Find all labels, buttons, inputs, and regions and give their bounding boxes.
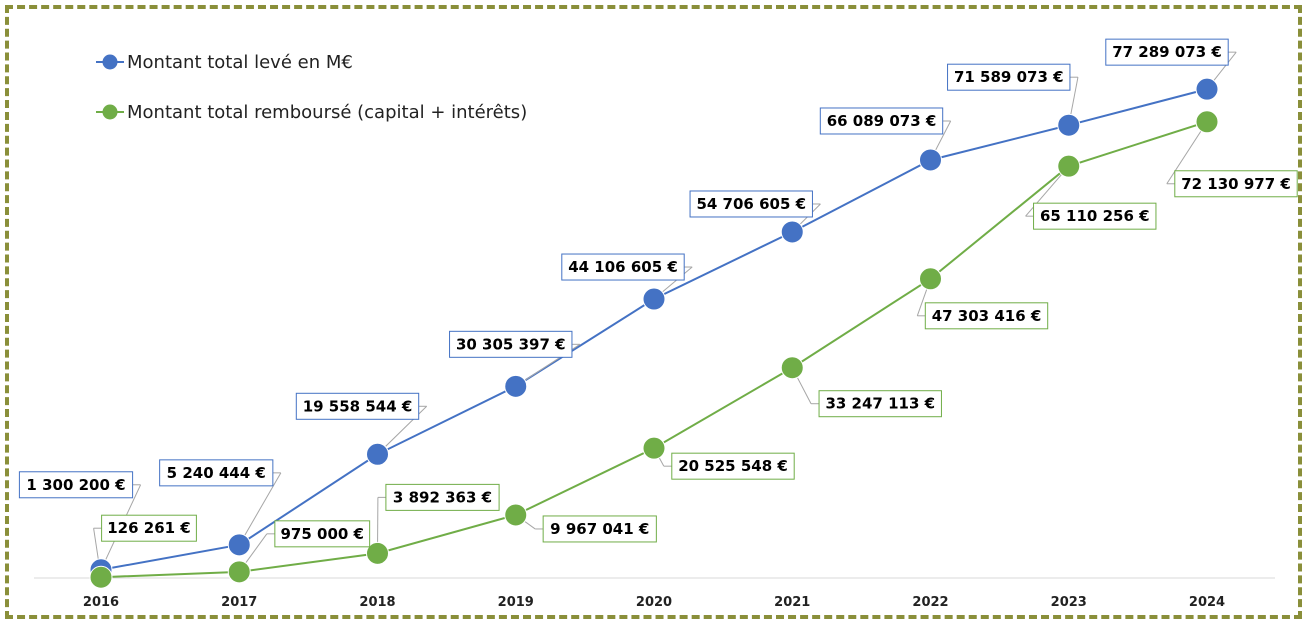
x-tick-label: 2016: [83, 595, 119, 610]
leader-line: [238, 472, 282, 546]
data-label: 9 967 041 €: [550, 520, 649, 538]
data-label-box: [1105, 38, 1229, 66]
data-label-box: [924, 302, 1049, 330]
x-tick-label: 2020: [636, 595, 672, 610]
data-label: 1 300 200 €: [26, 476, 125, 494]
data-label: 3 892 363 €: [393, 488, 492, 506]
data-point-2: [227, 560, 251, 584]
data-label: 30 305 397 €: [456, 335, 566, 353]
x-tick-label: 2017: [221, 595, 257, 610]
data-point-2: [1195, 110, 1219, 134]
data-point-2: [642, 436, 666, 460]
data-label: 33 247 113 €: [825, 395, 935, 413]
data-point-1: [1057, 113, 1081, 137]
data-point-1: [1195, 77, 1219, 101]
legend-entry: Montant total remboursé (capital + intér…: [127, 102, 527, 123]
data-label: 47 303 416 €: [932, 307, 1042, 325]
data-label-box: [274, 520, 371, 548]
data-label-box: [449, 330, 573, 358]
x-tick-label: 2018: [359, 595, 395, 610]
data-label-box: [1033, 202, 1157, 230]
data-label-box: [1174, 170, 1298, 198]
data-label: 66 089 073 €: [827, 112, 937, 130]
data-point-2: [504, 503, 528, 527]
data-label: 20 525 548 €: [678, 457, 788, 475]
data-label-box: [18, 471, 134, 499]
data-label: 975 000 €: [280, 525, 364, 543]
x-tick-label: 2019: [498, 595, 534, 610]
data-label-box: [947, 63, 1071, 91]
data-point-2: [1057, 154, 1081, 178]
data-label: 5 240 444 €: [167, 464, 266, 482]
data-label: 71 589 073 €: [954, 68, 1064, 86]
data-point-2: [919, 267, 942, 291]
data-label-box: [101, 514, 197, 542]
data-label: 72 130 977 €: [1181, 175, 1291, 193]
legend-marker: [102, 54, 118, 70]
data-label: 126 261 €: [107, 519, 191, 537]
data-point-1: [919, 148, 942, 172]
data-point-1: [780, 220, 804, 244]
data-point-1: [504, 374, 528, 398]
data-label-box: [671, 452, 795, 480]
data-point-2: [780, 356, 804, 380]
data-label-box: [159, 459, 274, 487]
data-label-box: [561, 253, 685, 281]
data-label: 77 289 073 €: [1112, 43, 1222, 61]
data-label: 65 110 256 €: [1040, 207, 1150, 225]
data-point-1: [642, 287, 666, 311]
x-tick-label: 2022: [912, 595, 948, 610]
leader-line: [1166, 121, 1208, 185]
data-label-box: [819, 107, 944, 135]
data-label: 44 106 605 €: [568, 258, 678, 276]
data-label-box: [295, 392, 420, 420]
legend-entry: Montant total levé en M€: [127, 52, 353, 73]
data-point-1: [227, 533, 251, 557]
data-label-box: [689, 190, 813, 218]
data-label-box: [818, 390, 942, 418]
data-label: 54 706 605 €: [696, 195, 806, 213]
data-point-2: [89, 565, 113, 589]
data-label-box: [385, 483, 500, 511]
x-tick-label: 2024: [1189, 595, 1225, 610]
data-point-1: [366, 442, 389, 466]
x-tick-label: 2021: [774, 595, 810, 610]
series-line-2: [100, 120, 1208, 579]
legend-marker: [102, 104, 118, 120]
data-label: 19 558 544 €: [303, 397, 413, 415]
chart-frame: [5, 5, 1302, 619]
x-tick-label: 2023: [1051, 595, 1087, 610]
data-point-2: [366, 541, 389, 565]
data-label-box: [542, 515, 657, 543]
